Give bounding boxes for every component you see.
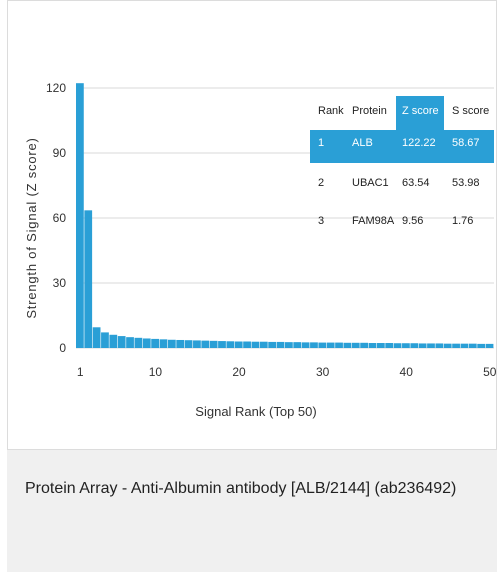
bar bbox=[151, 338, 159, 348]
bar bbox=[243, 341, 251, 348]
bar bbox=[326, 342, 335, 348]
bar bbox=[376, 343, 385, 348]
bar bbox=[468, 343, 477, 348]
bar bbox=[176, 339, 185, 348]
bar bbox=[460, 343, 469, 348]
table-cell: UBAC1 bbox=[352, 177, 389, 189]
bar bbox=[234, 341, 243, 348]
bar bbox=[218, 341, 226, 348]
table-cell: ALB bbox=[352, 137, 373, 149]
bar bbox=[134, 337, 143, 348]
x-tick-label: 1 bbox=[77, 365, 84, 379]
table-cell: 1.76 bbox=[452, 215, 473, 227]
y-tick-label: 30 bbox=[53, 276, 67, 290]
bar bbox=[435, 343, 444, 348]
bar bbox=[76, 83, 84, 348]
bar bbox=[209, 340, 218, 348]
bar bbox=[142, 338, 151, 348]
bar bbox=[259, 341, 268, 348]
bar bbox=[452, 343, 460, 348]
table-header: Protein bbox=[352, 105, 387, 117]
x-tick-label: 40 bbox=[400, 365, 414, 379]
bar bbox=[285, 342, 293, 348]
bar bbox=[402, 343, 410, 348]
bar bbox=[117, 336, 126, 348]
bar bbox=[318, 342, 327, 348]
table-header: Z score bbox=[402, 105, 439, 117]
bar bbox=[268, 341, 277, 348]
bar bbox=[159, 339, 168, 348]
protein-array-chart: 0 30 60 90 120 1 10 20 30 40 50 Signal Rank (Top … bbox=[24, 81, 497, 419]
y-axis-label: Strength of Signal (Z score) bbox=[24, 137, 39, 318]
bar bbox=[443, 343, 452, 348]
bar bbox=[193, 340, 201, 348]
bar bbox=[276, 341, 285, 348]
table-cell: FAM98A bbox=[352, 215, 395, 227]
y-tick-label: 120 bbox=[46, 81, 66, 95]
bar bbox=[201, 340, 210, 348]
table-header: Rank bbox=[318, 105, 344, 117]
bar bbox=[335, 342, 343, 348]
x-tick-label: 20 bbox=[232, 365, 246, 379]
x-tick-label: 50 bbox=[483, 365, 497, 379]
table-cell: 122.22 bbox=[402, 137, 436, 149]
bar bbox=[393, 343, 402, 348]
bar bbox=[418, 343, 427, 348]
ranking-table: Rank Protein Z score S score 1 ALB 122.22 58.67… bbox=[310, 96, 494, 227]
bar bbox=[226, 341, 235, 348]
bar bbox=[109, 334, 118, 348]
bar bbox=[167, 339, 176, 348]
bar bbox=[84, 210, 93, 348]
x-tick-label: 10 bbox=[149, 365, 163, 379]
highlight-cell bbox=[396, 96, 444, 130]
bar bbox=[477, 343, 486, 348]
bar bbox=[485, 343, 494, 348]
bar bbox=[184, 340, 193, 348]
y-tick-labels: 0 30 60 90 120 bbox=[46, 81, 66, 355]
table-cell: 9.56 bbox=[402, 215, 423, 227]
figure-caption: Protein Array - Anti-Albumin antibody [A… bbox=[7, 450, 497, 572]
bar bbox=[92, 327, 101, 348]
bar bbox=[310, 342, 318, 348]
y-tick-label: 60 bbox=[53, 211, 67, 225]
bar bbox=[360, 342, 368, 348]
y-tick-label: 0 bbox=[59, 341, 66, 355]
table-cell: 58.67 bbox=[452, 137, 480, 149]
y-tick-label: 90 bbox=[53, 146, 67, 160]
x-tick-labels: 1 10 20 30 40 50 bbox=[77, 365, 497, 379]
table-cell: 63.54 bbox=[402, 177, 430, 189]
bar bbox=[293, 342, 302, 348]
x-tick-label: 30 bbox=[316, 365, 330, 379]
bar bbox=[301, 342, 310, 348]
highlight-row bbox=[310, 130, 494, 163]
bar bbox=[410, 343, 419, 348]
bar bbox=[368, 343, 377, 348]
x-axis-label: Signal Rank (Top 50) bbox=[195, 404, 316, 419]
bar bbox=[251, 341, 260, 348]
bar bbox=[427, 343, 435, 348]
bars bbox=[76, 83, 494, 348]
table-cell: 1 bbox=[318, 137, 324, 149]
table-cell: 2 bbox=[318, 177, 324, 189]
bar bbox=[101, 332, 109, 348]
bar bbox=[126, 337, 134, 348]
bar bbox=[351, 342, 360, 348]
table-header: S score bbox=[452, 105, 489, 117]
bar bbox=[343, 342, 352, 348]
table-cell: 3 bbox=[318, 215, 324, 227]
bar bbox=[385, 343, 394, 348]
table-cell: 53.98 bbox=[452, 177, 480, 189]
caption-text: Protein Array - Anti-Albumin antibody [A… bbox=[25, 480, 457, 497]
